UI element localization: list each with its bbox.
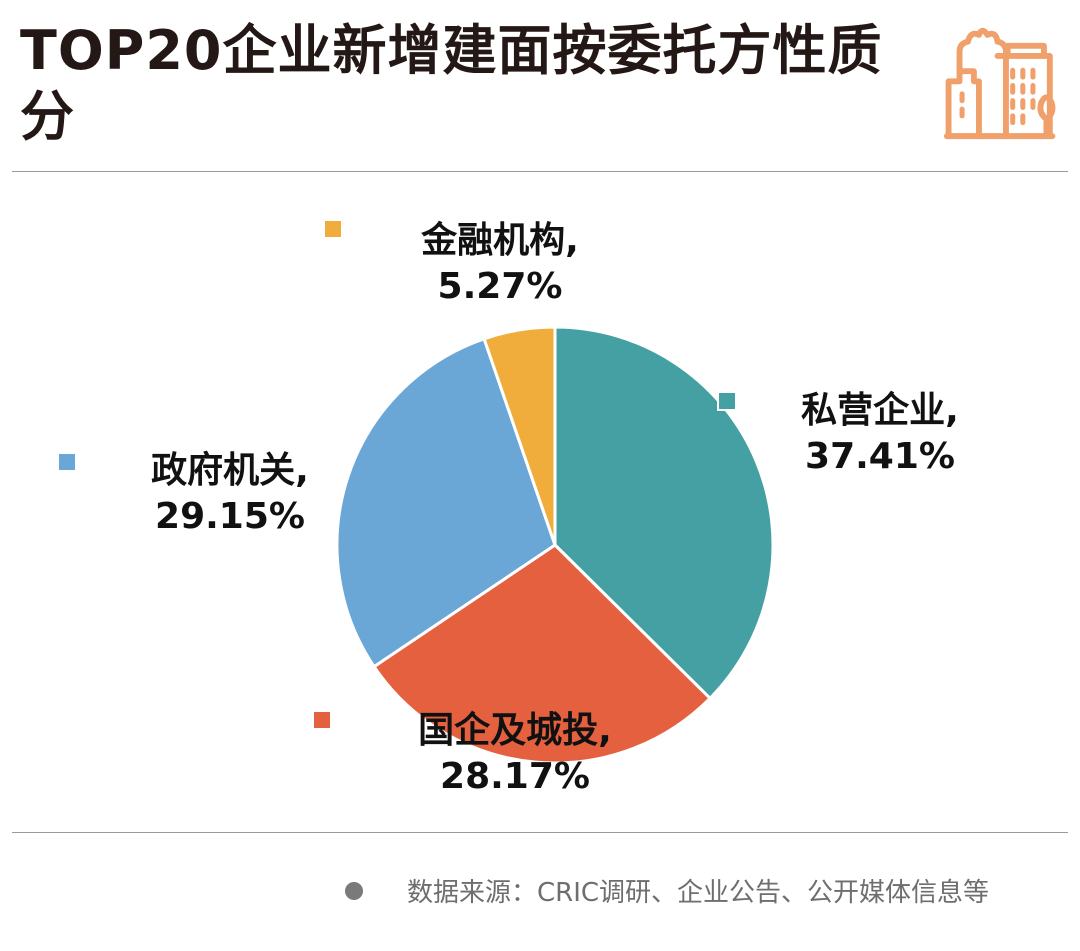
slice-value-label: 28.17% — [440, 756, 590, 797]
legend-marker-1 — [312, 710, 332, 730]
legend-marker-3 — [323, 219, 343, 239]
slice-value-label: 37.41% — [805, 436, 955, 477]
pie-slice-2 — [335, 336, 557, 669]
pie-slice-0 — [553, 325, 775, 701]
city-buildings-icon — [930, 18, 1065, 157]
pie-slice-3 — [482, 325, 557, 546]
slice-value-label: 5.27% — [438, 266, 563, 307]
legend-marker-2 — [57, 452, 77, 472]
slice-name-label: 私营企业, — [801, 389, 959, 431]
footer: 数据来源：CRIC调研、企业公告、公开媒体信息等 — [345, 872, 989, 909]
slice-name-label: 国企及城投, — [418, 709, 612, 751]
bullet-icon — [345, 881, 363, 900]
top-divider — [12, 171, 1068, 172]
slice-name-label: 金融机构, — [420, 219, 579, 261]
slice-name-label: 政府机关, — [151, 449, 309, 491]
slice-value-label: 29.15% — [155, 496, 305, 537]
legend-marker-0 — [717, 391, 737, 411]
data-source: 数据来源：CRIC调研、企业公告、公开媒体信息等 — [407, 878, 990, 908]
page-title: TOP20企业新增建面按委托方性质分 — [20, 19, 883, 148]
pie-slice-1 — [372, 543, 713, 765]
bottom-divider — [12, 832, 1068, 833]
